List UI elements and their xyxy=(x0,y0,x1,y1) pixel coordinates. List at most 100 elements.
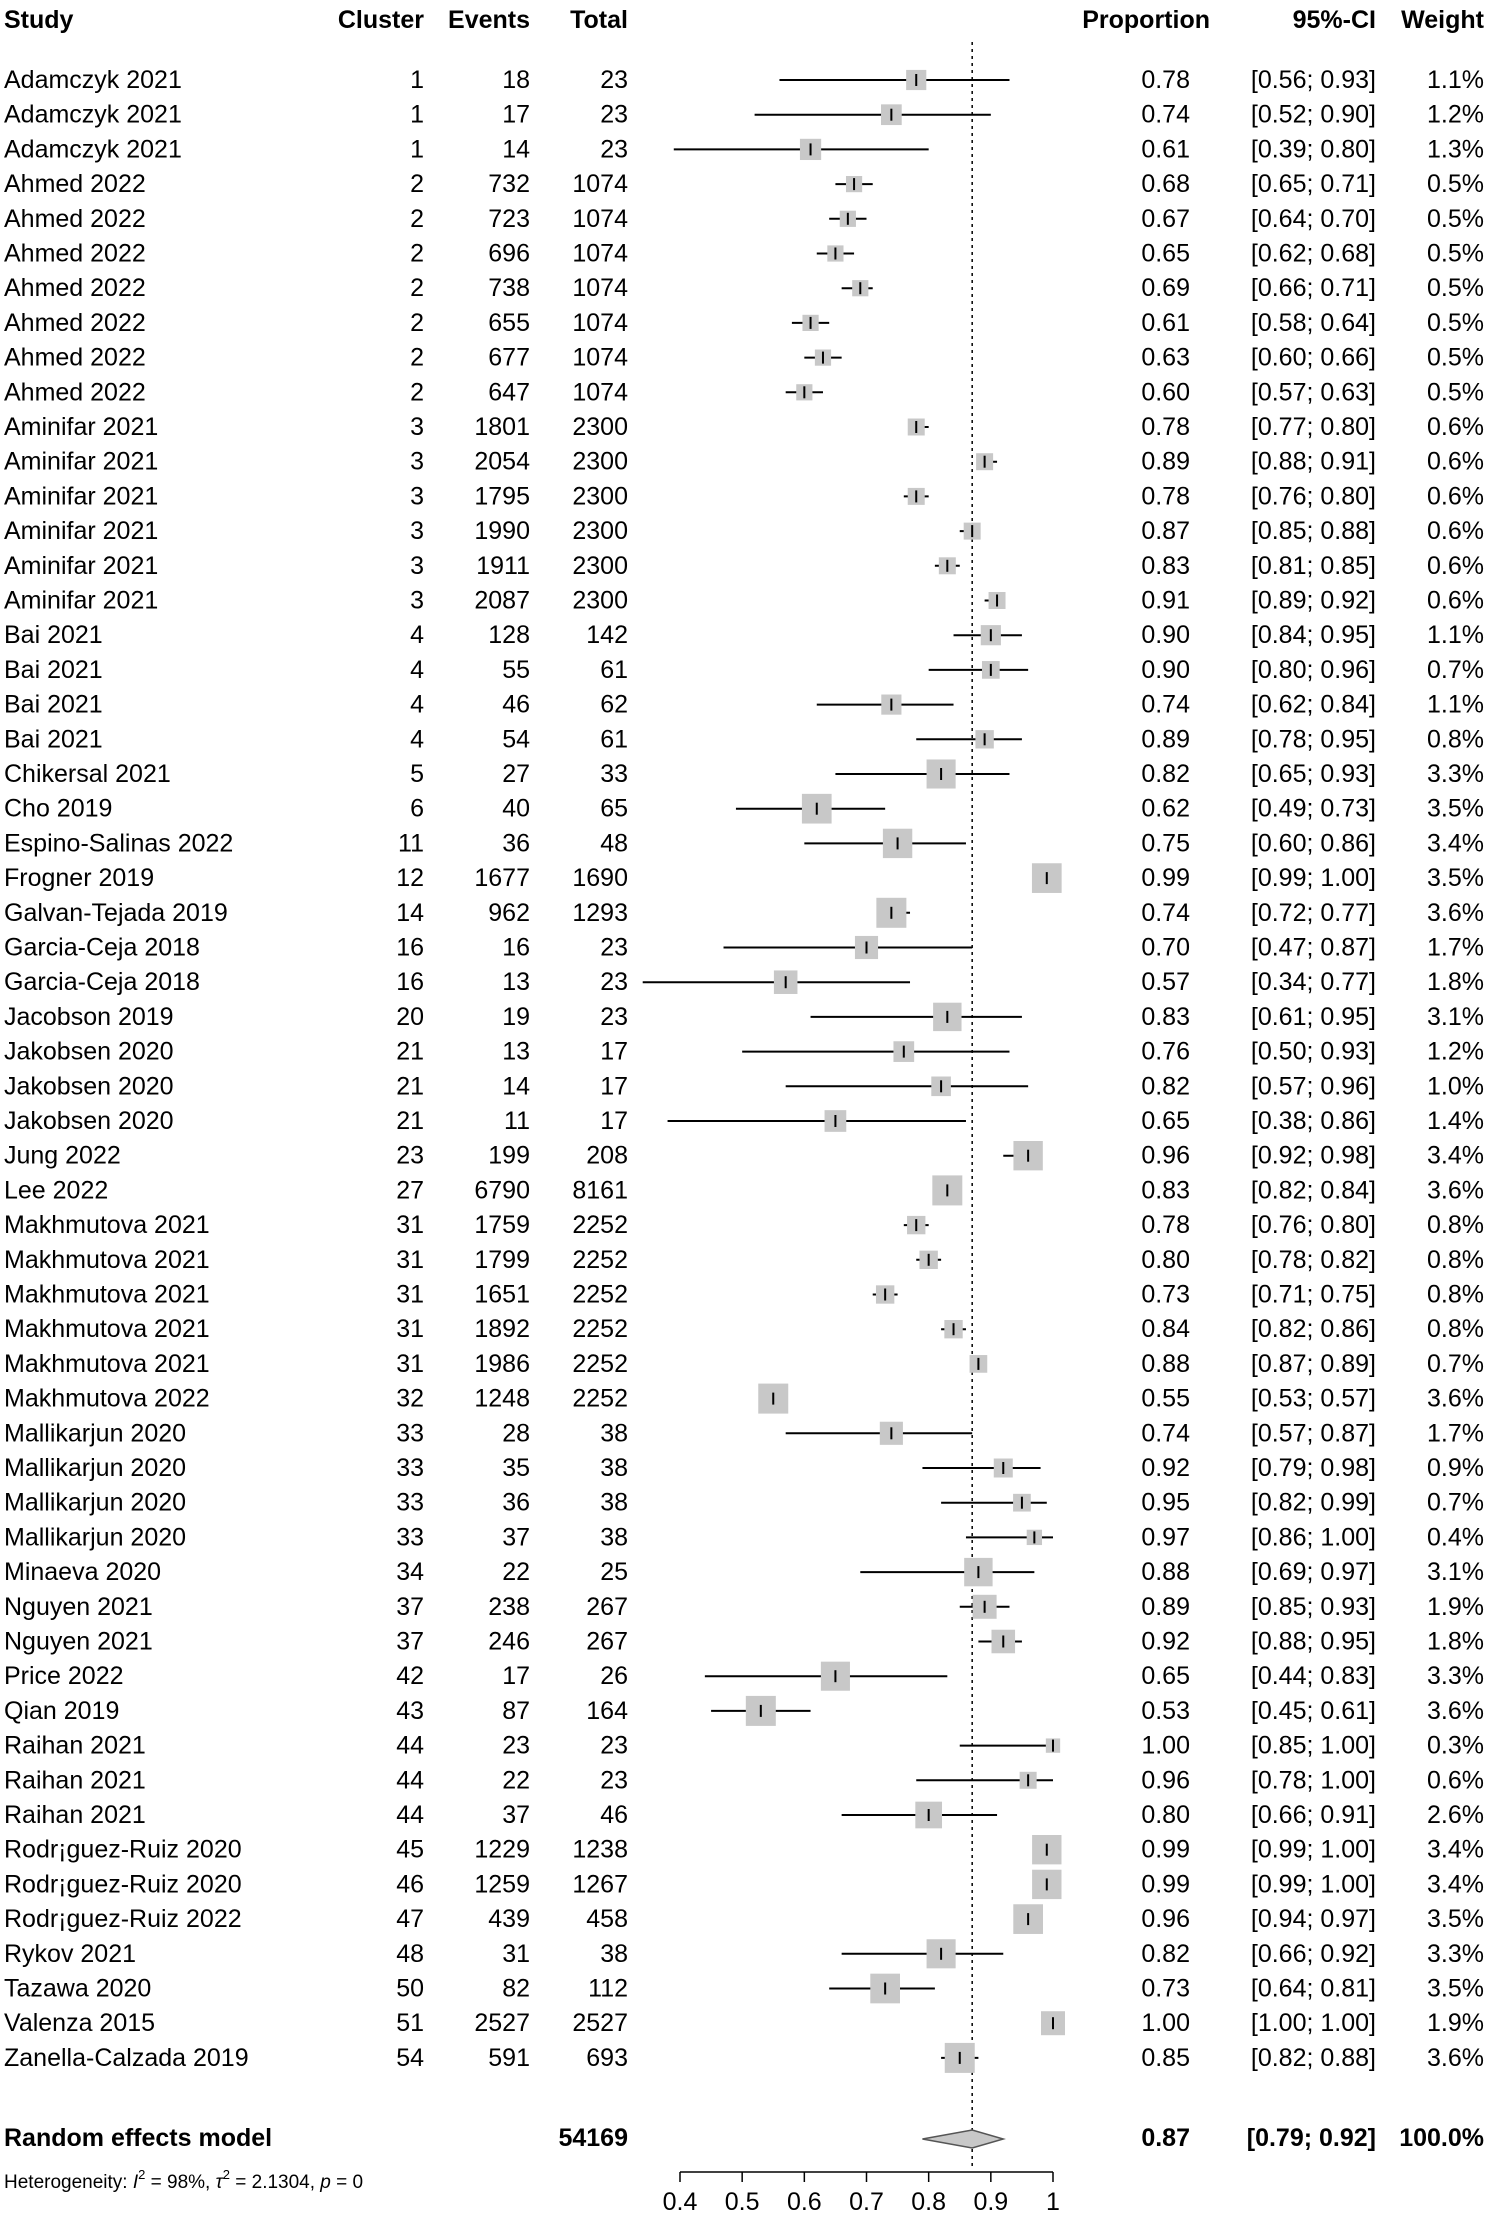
row-study: Jacobson 2019 xyxy=(4,1003,174,1031)
row-events: 14 xyxy=(502,135,530,163)
het-i2-sup: 2 xyxy=(138,2167,145,2182)
row-total: 38 xyxy=(600,1940,628,1968)
row-ci: [0.76; 0.80] xyxy=(1251,482,1376,510)
row-weight: 3.3% xyxy=(1427,1940,1484,1968)
table-row: Zanella-Calzada 2019 54 591 693 0.85 [0.82; 0… xyxy=(4,2044,1484,2072)
row-weight: 0.9% xyxy=(1427,1454,1484,1482)
table-row: Lee 2022 27 6790 8161 0.83 [0.82; 0.84] 3.6% xyxy=(4,1176,1484,1204)
row-weight: 1.8% xyxy=(1427,1628,1484,1656)
row-study: Aminifar 2021 xyxy=(4,413,158,441)
row-proportion: 0.99 xyxy=(1141,1870,1190,1898)
row-total: 2252 xyxy=(572,1211,628,1239)
row-total: 38 xyxy=(600,1454,628,1482)
row-cluster: 3 xyxy=(410,448,424,476)
row-weight: 1.1% xyxy=(1427,621,1484,649)
row-total: 1074 xyxy=(572,170,628,198)
row-events: 655 xyxy=(488,309,530,337)
row-total: 112 xyxy=(588,1975,628,2003)
table-row: Makhmutova 2021 31 1799 2252 0.80 [0.78; 0.82… xyxy=(4,1246,1484,1274)
row-events: 23 xyxy=(502,1732,530,1760)
row-cluster: 31 xyxy=(396,1350,424,1378)
row-cluster: 2 xyxy=(410,240,424,268)
row-ci: [0.82; 0.84] xyxy=(1251,1176,1376,1204)
row-events: 1911 xyxy=(476,552,530,580)
row-study: Ahmed 2022 xyxy=(4,240,146,268)
tick-label: 0.5 xyxy=(725,2188,760,2216)
row-proportion: 0.89 xyxy=(1141,448,1190,476)
table-row: Rodr¡guez-Ruiz 2020 45 1229 1238 0.99 [0.99; … xyxy=(4,1836,1484,1864)
row-events: 1799 xyxy=(474,1246,530,1274)
row-study: Aminifar 2021 xyxy=(4,482,158,510)
row-ci: [0.78; 0.82] xyxy=(1251,1246,1376,1274)
row-total: 2252 xyxy=(572,1246,628,1274)
row-total: 33 xyxy=(600,760,628,788)
row-proportion: 0.57 xyxy=(1141,968,1190,996)
row-total: 23 xyxy=(600,66,628,94)
row-ci: [0.85; 0.93] xyxy=(1251,1593,1376,1621)
table-row: Nguyen 2021 37 238 267 0.89 [0.85; 0.93] 1.9% xyxy=(4,1593,1484,1621)
row-cluster: 21 xyxy=(396,1038,424,1066)
table-row: Ahmed 2022 2 677 1074 0.63 [0.60; 0.66] 0.5% xyxy=(4,344,1484,372)
row-study: Jakobsen 2020 xyxy=(4,1038,174,1066)
row-cluster: 33 xyxy=(396,1489,424,1517)
row-cluster: 3 xyxy=(410,482,424,510)
row-proportion: 0.74 xyxy=(1141,1419,1190,1447)
row-weight: 3.6% xyxy=(1427,1697,1484,1725)
row-study: Mallikarjun 2020 xyxy=(4,1419,186,1447)
row-study: Aminifar 2021 xyxy=(4,552,158,580)
row-study: Ahmed 2022 xyxy=(4,205,146,233)
row-study: Raihan 2021 xyxy=(4,1732,146,1760)
row-study: Cho 2019 xyxy=(4,795,112,823)
row-study: Price 2022 xyxy=(4,1662,124,1690)
row-total: 1267 xyxy=(572,1870,628,1898)
row-study: Ahmed 2022 xyxy=(4,309,146,337)
table-row: Espino-Salinas 2022 11 36 48 0.75 [0.60; 0.86… xyxy=(4,829,1484,857)
row-total: 61 xyxy=(600,656,628,684)
row-cluster: 32 xyxy=(396,1385,424,1413)
row-proportion: 0.68 xyxy=(1141,170,1190,198)
row-cluster: 33 xyxy=(396,1523,424,1551)
table-row: Valenza 2015 51 2527 2527 1.00 [1.00; 1.00] 1.… xyxy=(4,2009,1484,2037)
table-row: Jacobson 2019 20 19 23 0.83 [0.61; 0.95] 3.1% xyxy=(4,1003,1484,1031)
row-ci: [0.92; 0.98] xyxy=(1251,1142,1376,1170)
row-weight: 0.6% xyxy=(1427,413,1484,441)
row-ci: [0.34; 0.77] xyxy=(1251,968,1376,996)
row-weight: 0.3% xyxy=(1427,1732,1484,1760)
row-study: Bai 2021 xyxy=(4,725,103,753)
row-study: Adamczyk 2021 xyxy=(4,66,182,94)
row-weight: 0.5% xyxy=(1427,205,1484,233)
row-study: Rodr¡guez-Ruiz 2022 xyxy=(4,1905,242,1933)
row-events: 6790 xyxy=(474,1176,530,1204)
row-total: 17 xyxy=(600,1072,628,1100)
row-ci: [0.99; 1.00] xyxy=(1251,1836,1376,1864)
row-cluster: 21 xyxy=(396,1107,424,1135)
row-proportion: 0.67 xyxy=(1141,205,1190,233)
row-weight: 0.4% xyxy=(1427,1523,1484,1551)
table-row: Raihan 2021 44 23 23 1.00 [0.85; 1.00] 0.3% xyxy=(4,1732,1484,1760)
row-study: Nguyen 2021 xyxy=(4,1628,153,1656)
het-tau2-sup: 2 xyxy=(223,2167,230,2182)
row-ci: [0.78; 1.00] xyxy=(1251,1766,1376,1794)
row-ci: [0.94; 0.97] xyxy=(1251,1905,1376,1933)
row-weight: 0.8% xyxy=(1427,1281,1484,1309)
row-proportion: 0.99 xyxy=(1141,864,1190,892)
row-ci: [0.66; 0.92] xyxy=(1251,1940,1376,1968)
header-ci: 95%-CI xyxy=(1293,6,1376,34)
row-events: 17 xyxy=(502,101,530,129)
header-weight: Weight xyxy=(1401,6,1485,34)
row-events: 13 xyxy=(502,968,530,996)
row-cluster: 12 xyxy=(396,864,424,892)
table-row: Bai 2021 4 46 62 0.74 [0.62; 0.84] 1.1% xyxy=(4,691,1484,719)
row-ci: [0.57; 0.87] xyxy=(1251,1419,1376,1447)
row-events: 238 xyxy=(488,1593,530,1621)
row-weight: 3.6% xyxy=(1427,2044,1484,2072)
row-weight: 0.7% xyxy=(1427,1489,1484,1517)
tick-label: 0.4 xyxy=(663,2188,698,2216)
row-events: 37 xyxy=(502,1523,530,1551)
row-ci: [0.82; 0.86] xyxy=(1251,1315,1376,1343)
table-row: Garcia-Ceja 2018 16 13 23 0.57 [0.34; 0.77] 1.… xyxy=(4,968,1484,996)
header-total: Total xyxy=(570,6,628,34)
row-weight: 1.9% xyxy=(1427,1593,1484,1621)
row-proportion: 0.80 xyxy=(1141,1801,1190,1829)
row-proportion: 0.55 xyxy=(1141,1385,1190,1413)
